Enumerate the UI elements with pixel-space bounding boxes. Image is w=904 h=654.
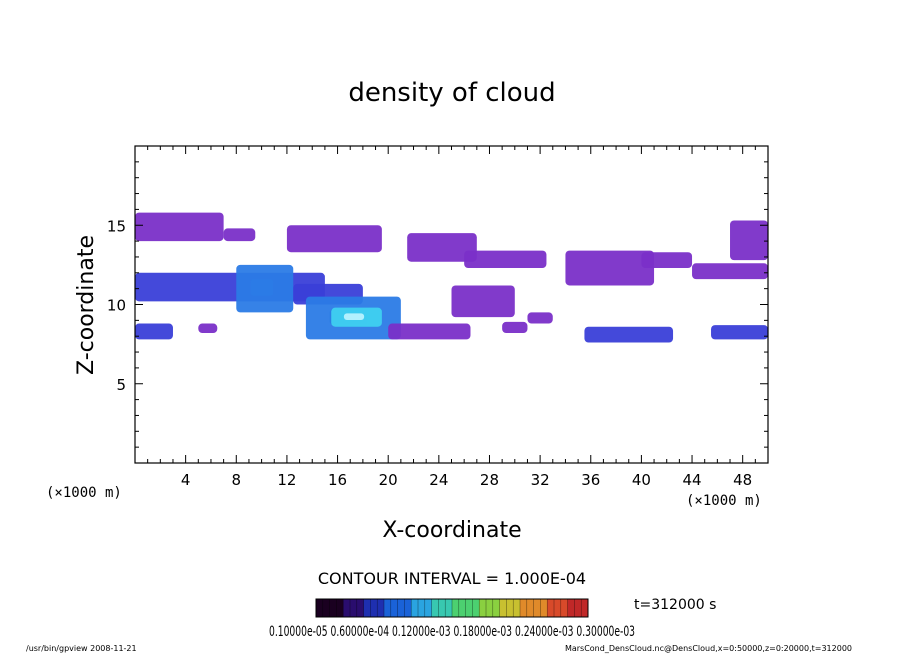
colorbar-segment <box>316 599 324 617</box>
footer-right: MarsCond_DensCloud.nc@DensCloud,x=0:5000… <box>565 644 852 653</box>
cloud-patch-5 <box>565 250 655 286</box>
colorbar-segment <box>336 599 344 617</box>
x-tick-label: 12 <box>277 471 296 489</box>
colorbar-segment <box>445 599 453 617</box>
colorbar-segment <box>526 599 535 617</box>
cloud-patch-15 <box>388 323 471 340</box>
colorbar-segment <box>390 599 399 617</box>
x-tick-label: 4 <box>181 471 191 489</box>
colorbar-segment <box>567 599 575 617</box>
cloud-patch-1 <box>223 228 256 242</box>
x-tick-label: 32 <box>531 471 550 489</box>
cloud-patch-20 <box>502 321 528 334</box>
colorbar-segment <box>540 599 548 617</box>
x-tick-label: 16 <box>328 471 347 489</box>
colorbar-segment <box>418 599 426 617</box>
cloud-core-14 <box>343 313 365 321</box>
time-label: t=312000 s <box>634 597 716 613</box>
cloud-patch-6 <box>641 252 693 269</box>
cloud-patch-12 <box>451 285 515 318</box>
x-tick-label: 44 <box>682 471 701 489</box>
colorbar-segment <box>458 599 467 617</box>
cloud-patch-8 <box>730 220 768 261</box>
colorbar-segment <box>520 599 528 617</box>
x-unit-left: (×1000 m) <box>46 485 122 501</box>
colorbar-segment <box>574 599 582 617</box>
colorbar-segment <box>363 599 371 617</box>
cloud-patch-16 <box>135 323 173 340</box>
colorbar-segment <box>547 599 555 617</box>
cloud-patch-0 <box>135 212 224 242</box>
colorbar-segment <box>377 599 385 617</box>
cloud-patch-2 <box>286 225 382 253</box>
colorbar <box>315 599 589 617</box>
colorbar-segment <box>397 599 405 617</box>
colorbar-segment <box>499 599 507 617</box>
colorbar-segment <box>465 599 473 617</box>
x-unit-right: (×1000 m) <box>686 493 762 509</box>
colorbar-segment <box>411 599 419 617</box>
colorbar-segment <box>343 599 351 617</box>
cloud-patch-18 <box>711 325 768 340</box>
y-tick-label: 10 <box>107 297 126 315</box>
cloud-patch-19 <box>198 323 218 334</box>
y-tick-label: 5 <box>116 376 126 394</box>
colorbar-segment <box>554 599 562 617</box>
contour-interval: CONTOUR INTERVAL = 1.000E-04 <box>318 569 586 588</box>
colorbar-segment <box>533 599 541 617</box>
x-tick-label: 28 <box>480 471 499 489</box>
colorbar-segment <box>370 599 378 617</box>
cloud-patch-21 <box>527 312 553 324</box>
colorbar-segment <box>329 599 337 617</box>
colorbar-segment <box>486 599 494 617</box>
y-axis-label: Z-coordinate <box>74 235 99 375</box>
colorbar-segment <box>356 599 365 617</box>
colorbar-segment <box>452 599 460 617</box>
colorbar-segment <box>581 599 589 617</box>
x-tick-label: 24 <box>429 471 448 489</box>
colorbar-segment <box>472 599 480 617</box>
colorbar-segment <box>506 599 514 617</box>
x-tick-label: 48 <box>733 471 752 489</box>
cloud-patch-4 <box>464 250 547 269</box>
colorbar-segment <box>492 599 501 617</box>
colorbar-segment <box>560 599 569 617</box>
colorbar-segment <box>513 599 521 617</box>
colorbar-segment <box>479 599 487 617</box>
colorbar-segment <box>404 599 412 617</box>
x-tick-label: 8 <box>232 471 242 489</box>
cloud-patch-7 <box>692 263 768 280</box>
footer-left: /usr/bin/gpview 2008-11-21 <box>26 644 137 653</box>
x-axis-label: X-coordinate <box>382 518 521 543</box>
colorbar-segment <box>438 599 446 617</box>
cloud-patch-17 <box>584 326 674 343</box>
x-tick-label: 40 <box>632 471 651 489</box>
colorbar-segment <box>431 599 439 617</box>
colorbar-segment <box>322 599 331 617</box>
cloud-core-10 <box>250 279 274 296</box>
colorbar-segment <box>424 599 433 617</box>
colorbar-segment <box>350 599 358 617</box>
colorbar-segment <box>384 599 392 617</box>
cloud-patches <box>135 212 768 343</box>
cloud-patch-3 <box>407 233 477 262</box>
y-tick-label: 15 <box>107 217 126 235</box>
x-tick-label: 20 <box>379 471 398 489</box>
x-tick-label: 36 <box>581 471 600 489</box>
colorbar-frame <box>315 598 589 618</box>
colorbar-labels: 0.10000e-05 0.60000e-04 0.12000e-03 0.18… <box>269 624 635 640</box>
chart-title: density of cloud <box>348 78 555 108</box>
